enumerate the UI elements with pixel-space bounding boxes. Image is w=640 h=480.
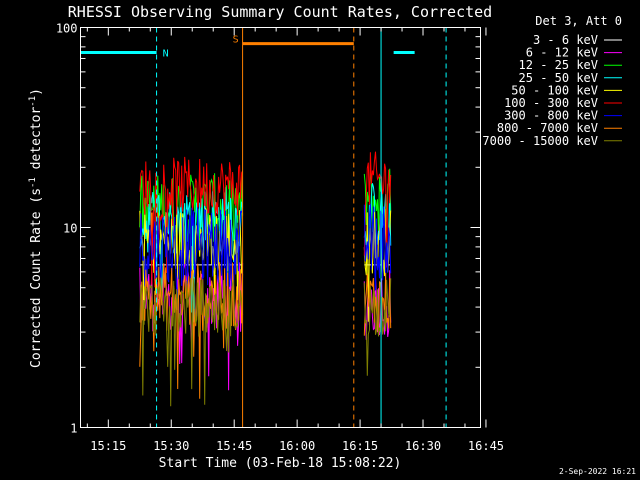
series-300-800-kev-segment-1	[139, 207, 244, 302]
x-axis-label: Start Time (03-Feb-18 15:08:22)	[159, 456, 402, 471]
legend-label-3-6-kev: 3 - 6 keV	[533, 33, 598, 47]
series-100-300-kev-segment-2	[363, 151, 392, 268]
x-tick-label-16-00: 16:00	[279, 439, 315, 453]
series-300-800-kev-segment-2	[363, 203, 392, 291]
saa-label: S	[233, 35, 239, 46]
chart-title: RHESSI Observing Summary Count Rates, Co…	[68, 3, 492, 21]
y-tick-label-1: 1	[70, 422, 77, 436]
y-tick-label-100: 100	[56, 22, 78, 36]
x-tick-label-15-15: 15:15	[90, 439, 126, 453]
night-label: N	[163, 48, 169, 59]
y-axis: 1 10 100	[56, 22, 481, 436]
x-tick-label-16-45: 16:45	[468, 439, 504, 453]
x-axis: 15:15 15:30 15:45 16:00 16:15 16:30 16:45	[86, 27, 504, 453]
legend-label-100-300-kev: 100 - 300 keV	[504, 96, 598, 110]
plot-area: NS	[80, 27, 447, 428]
series-7000-15000-kev-segment-2	[363, 278, 392, 376]
y-axis-label-main: Corrected Count Rate (s	[29, 188, 44, 368]
legend-header: Det 3, Att 0	[535, 14, 622, 28]
y-axis-label: Corrected Count Rate (s-1 detector-1)	[28, 88, 44, 368]
legend-label-300-800-kev: 300 - 800 keV	[504, 109, 598, 123]
x-tick-label-16-15: 16:15	[342, 439, 378, 453]
legend-label-7000-15000-kev: 7000 - 15000 keV	[482, 134, 598, 148]
legend-label-25-50-kev: 25 - 50 keV	[519, 71, 598, 85]
footer-date: 2-Sep-2022 16:21	[559, 467, 636, 476]
legend-label-12-25-kev: 12 - 25 keV	[519, 58, 598, 72]
legend-label-800-7000-kev: 800 - 7000 keV	[497, 121, 598, 135]
x-tick-label-15-45: 15:45	[216, 439, 252, 453]
legend-label-50-100-kev: 50 - 100 keV	[511, 83, 598, 97]
x-tick-label-16-30: 16:30	[405, 439, 441, 453]
legend-label-6-12-kev: 6 - 12 keV	[526, 46, 598, 60]
y-axis-label-sup2: -1	[28, 96, 38, 107]
y-axis-label-sup1: -1	[28, 177, 38, 188]
y-axis-label-mid: detector	[29, 107, 44, 178]
y-axis-label-end: )	[29, 88, 44, 96]
y-tick-label-10: 10	[63, 222, 77, 236]
x-tick-label-15-30: 15:30	[153, 439, 189, 453]
